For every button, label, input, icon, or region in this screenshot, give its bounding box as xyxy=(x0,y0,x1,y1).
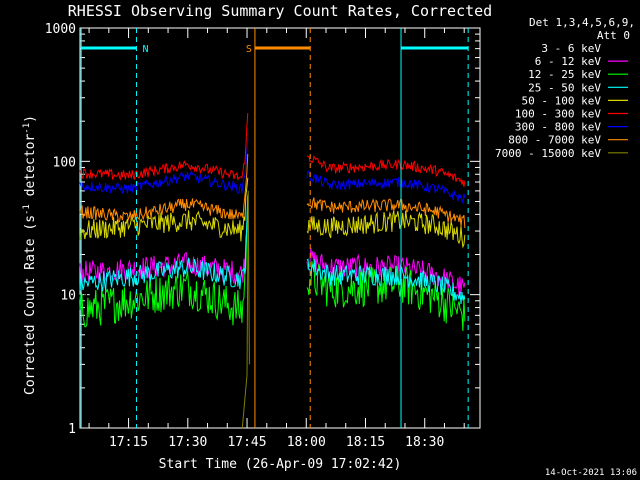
series-line-100-300keV xyxy=(79,112,466,187)
legend-label: 7000 - 15000 keV xyxy=(495,147,601,160)
y-axis-label-part: Corrected Count Rate (s xyxy=(23,215,38,395)
y-axis-label-part: detector xyxy=(23,134,38,205)
legend-label: 50 - 100 keV xyxy=(522,94,602,107)
y-axis-label-part: ) xyxy=(23,115,38,123)
y-tick-label: 1000 xyxy=(45,22,76,37)
series-line-7000-15000keV xyxy=(241,190,250,429)
x-axis-label: Start Time (26-Apr-09 17:02:42) xyxy=(159,457,402,472)
x-tick-label: 17:30 xyxy=(168,435,207,450)
y-axis-label-sup: -1 xyxy=(22,123,32,134)
generation-timestamp: 14-Oct-2021 13:06 xyxy=(545,468,637,478)
legend-label: 12 - 25 keV xyxy=(528,68,601,81)
y-tick-label: 1 xyxy=(68,422,76,437)
night-label: N xyxy=(142,44,148,55)
chart-title: RHESSI Observing Summary Count Rates, Co… xyxy=(68,2,492,20)
legend-label: 3 - 6 keV xyxy=(541,42,601,55)
legend-label: 6 - 12 keV xyxy=(535,55,602,68)
plot-frame xyxy=(79,27,481,429)
plot-area: 1 10 100 1000 17:15 17:30 17:45 18:00 18:15 18:30… xyxy=(45,22,481,450)
x-tick-label: 18:00 xyxy=(287,435,326,450)
series-line-12-25keV xyxy=(79,196,466,332)
y-axis-label-sup: -1 xyxy=(22,204,32,215)
legend-label: 800 - 7000 keV xyxy=(508,134,601,147)
y-tick-label: 100 xyxy=(53,155,76,170)
x-tick-label: 18:15 xyxy=(346,435,385,450)
legend-label: 300 - 800 keV xyxy=(515,121,601,134)
x-tick-label: 17:15 xyxy=(109,435,148,450)
y-axis-label: Corrected Count Rate (s-1 detector-1) xyxy=(22,115,38,395)
y-tick-label: 10 xyxy=(60,289,76,304)
legend-label: 25 - 50 keV xyxy=(528,81,601,94)
x-tick-label: 17:45 xyxy=(227,435,266,450)
saa-label: S xyxy=(246,44,252,55)
detector-list: Det 1,3,4,5,6,9, xyxy=(529,16,635,29)
legend-label: 100 - 300 keV xyxy=(515,108,601,121)
series-line-800-7000keV xyxy=(79,153,466,229)
series-line-300-800keV xyxy=(79,138,466,205)
x-tick-label: 18:30 xyxy=(405,435,444,450)
series-line-50-100keV xyxy=(79,177,466,249)
attenuator-state: Att 0 xyxy=(597,29,630,42)
series-line-25-50keV xyxy=(79,194,466,305)
